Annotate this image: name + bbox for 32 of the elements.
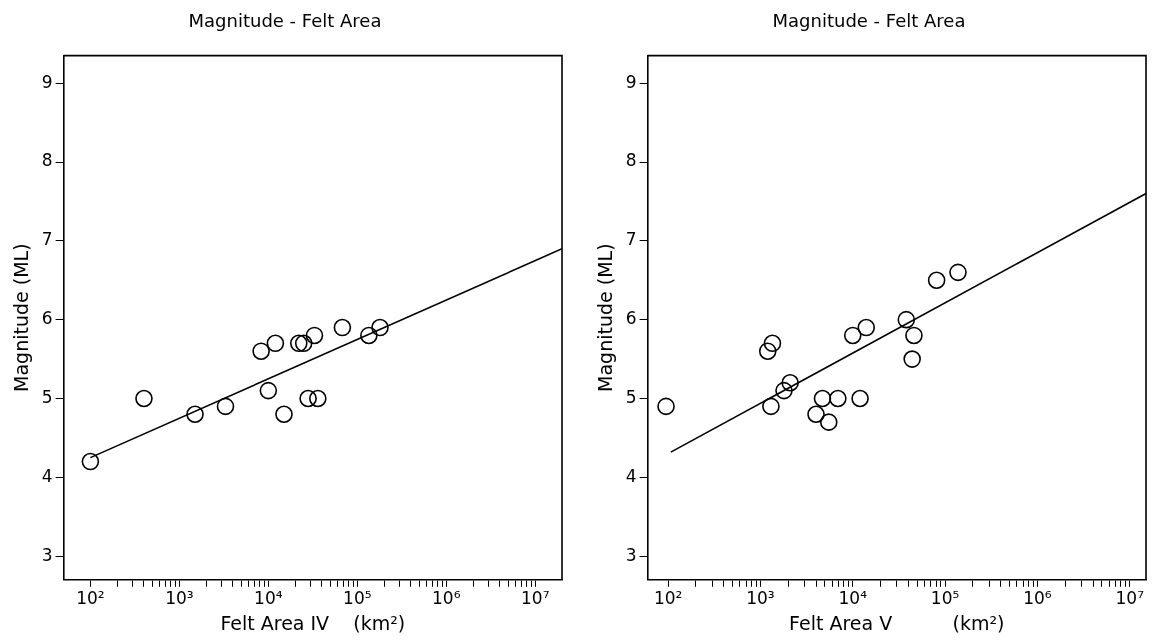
x-tick-label: 10⁶ (432, 588, 461, 609)
y-tick-label: 9 (41, 71, 53, 92)
x-tick-label: 10⁶ (1023, 588, 1052, 609)
chart-title: Magnitude - Felt Area (772, 10, 966, 32)
y-tick-label: 7 (625, 229, 637, 250)
y-tick-label: 5 (625, 386, 637, 407)
x-tick-label: 10³ (746, 588, 775, 609)
y-tick-label: 3 (41, 544, 53, 565)
x-tick-label: 10² (653, 588, 683, 609)
x-tick-label: 10⁵ (343, 588, 372, 609)
y-tick-label: 6 (625, 308, 637, 329)
y-tick-label: 4 (41, 465, 53, 486)
y-axis-title: Magnitude (ML) (10, 243, 33, 392)
y-tick-label: 8 (625, 150, 637, 171)
x-tick-label: 10³ (165, 588, 194, 609)
x-tick-label: 10⁴ (254, 588, 283, 609)
y-tick-label: 4 (625, 465, 637, 486)
x-axis-title: Felt Area V (km²) (789, 611, 1005, 634)
x-tick-label: 10⁵ (930, 588, 960, 609)
y-tick-label: 3 (625, 544, 637, 565)
x-tick-label: 10² (76, 588, 105, 609)
x-axis-title: Felt Area IV (km²) (220, 611, 406, 634)
x-tick-label: 10⁷ (520, 588, 550, 609)
y-tick-label: 9 (625, 71, 637, 92)
x-tick-label: 10⁷ (1115, 588, 1145, 609)
x-tick-label: 10⁴ (838, 588, 868, 609)
y-tick-label: 7 (41, 229, 53, 250)
chart-title: Magnitude - Felt Area (188, 10, 382, 32)
y-tick-label: 8 (41, 150, 53, 171)
y-axis-title: Magnitude (ML) (594, 243, 617, 392)
y-tick-label: 5 (41, 386, 53, 407)
y-tick-label: 6 (41, 308, 53, 329)
